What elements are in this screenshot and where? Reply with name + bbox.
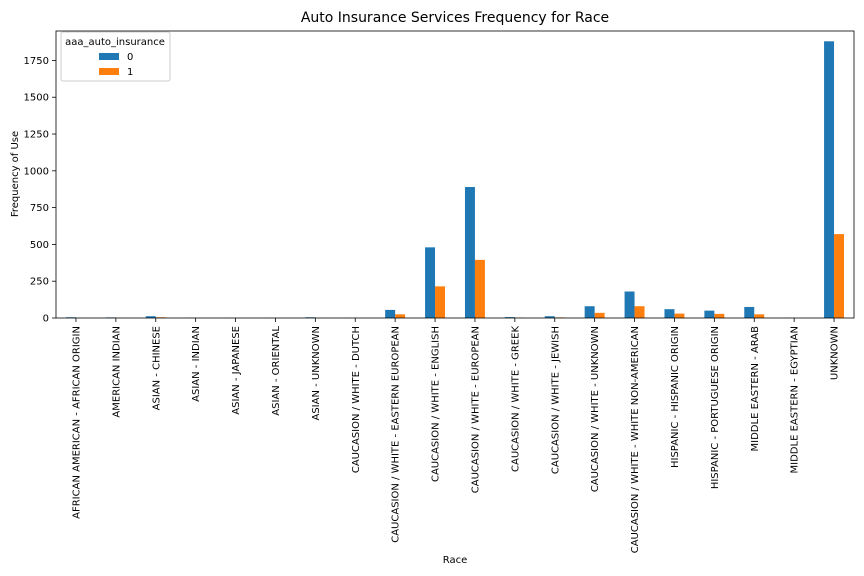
y-tick-label: 500 [30,240,49,251]
legend-label-1: 1 [127,67,133,78]
legend-title: aaa_auto_insurance [65,37,165,48]
y-tick-label: 0 [43,314,49,325]
x-tick-label: HISPANIC - HISPANIC ORIGIN [670,326,681,468]
bar-series-1-9 [435,286,446,318]
bar-series-0-8 [385,309,396,318]
x-tick-label: CAUCASION / WHITE - WHITE NON-AMERICAN [630,326,641,553]
x-tick-label: ASIAN - CHINESE [151,326,162,410]
x-tick-label: MIDDLE EASTERN - ARAB [750,326,761,452]
legend-swatch-0 [99,53,119,60]
y-tick-label: 1500 [24,93,49,104]
x-tick-label: ASIAN - INDIAN [191,326,202,402]
bar-series-0-13 [584,306,595,318]
bar-series-0-15 [664,309,675,318]
bar-series-1-13 [594,312,605,318]
bar-series-0-14 [624,291,635,318]
x-tick-label: CAUCASION / WHITE - DUTCH [351,326,362,473]
bar-series-1-16 [714,313,725,318]
y-tick-label: 750 [30,203,49,214]
x-tick-label: ASIAN - UNKNOWN [311,326,322,421]
bar-series-0-19 [824,41,835,319]
legend-label-0: 0 [127,52,133,63]
bar-series-1-10 [474,259,485,318]
bar-series-1-17 [754,314,765,318]
x-tick-label: AMERICAN INDIAN [111,326,122,418]
x-tick-label: CAUCASION / WHITE - UNKNOWN [590,326,601,492]
x-tick-label: ASIAN - ORIENTAL [271,326,282,416]
bar-series-0-17 [744,306,755,318]
bar-series-0-11 [504,317,515,318]
y-tick-label: 1000 [24,166,49,177]
y-axis-label: Frequency of Use [10,131,21,217]
x-tick-label: CAUCASION / WHITE - EASTERN EUROPEAN [391,326,402,543]
bar-series-0-10 [464,187,475,318]
bar-series-0-9 [425,247,436,318]
legend-swatch-1 [99,68,119,75]
bar-series-0-2 [145,316,156,318]
bar-series-1-19 [834,234,845,318]
bar-series-1-15 [674,313,685,318]
x-tick-label: CAUCASION / WHITE - GREEK [510,326,521,472]
x-tick-label: HISPANIC - PORTUGUESE ORIGIN [710,326,721,489]
x-tick-label: CAUCASION / WHITE - EUROPEAN [470,326,481,493]
x-tick-label: CAUCASION / WHITE - ENGLISH [431,326,442,482]
bar-series-1-8 [395,314,406,318]
x-tick-label: ASIAN - JAPANESE [231,326,242,415]
plot-area: 0 250 500 750 1000 1250 1500 1750 AFRICAN AMERIC… [24,30,855,553]
x-tick-label: AFRICAN AMERICAN - AFRICAN ORIGIN [71,326,82,519]
bar-series-1-14 [634,306,645,318]
y-tick-label: 250 [30,277,49,288]
legend: aaa_auto_insurance 0 1 [60,31,171,82]
bar-series-0-16 [704,310,715,318]
plot-frame [55,30,855,319]
x-axis-label: Race [443,555,468,566]
x-tick-label: MIDDLE EASTERN - EGYPTIAN [790,326,801,473]
chart-title: Auto Insurance Services Frequency for Ra… [301,10,609,26]
x-tick-label: UNKNOWN [830,326,841,380]
bar-series-0-12 [544,316,555,318]
y-tick-label: 1750 [24,56,49,67]
x-tick-label: CAUCASION / WHITE - JEWISH [550,326,561,474]
y-tick-label: 1250 [24,130,49,141]
